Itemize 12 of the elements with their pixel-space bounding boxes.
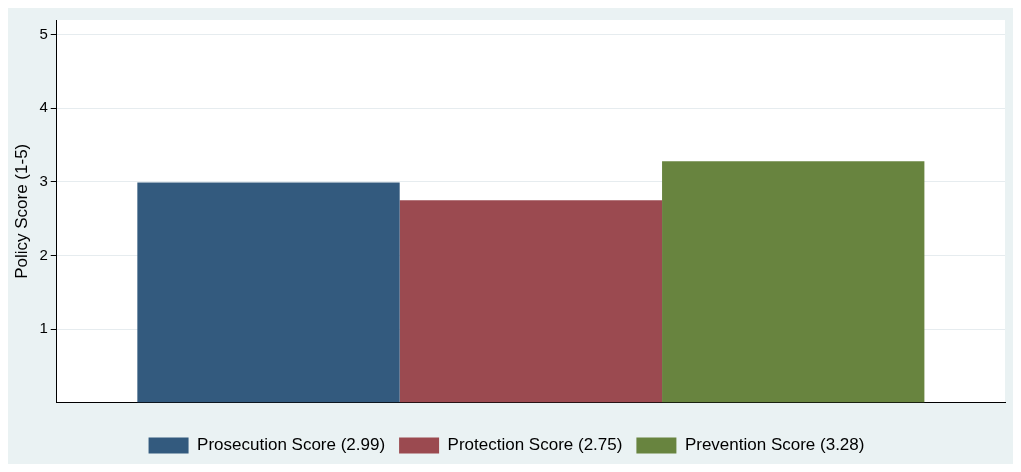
y-tick-label: 2: [39, 245, 48, 263]
y-tick-label: 1: [39, 319, 48, 337]
bar: [662, 161, 925, 403]
legend-label: Prosecution Score (2.99): [197, 435, 386, 455]
bar: [137, 182, 400, 403]
y-tick-label: 5: [39, 24, 48, 42]
y-tick-label: 4: [39, 98, 48, 116]
y-tick-label: 3: [39, 172, 48, 190]
bar: [399, 200, 663, 403]
y-axis-title: Policy Score (1-5): [11, 143, 31, 279]
legend-label: Prevention Score (3.28): [684, 435, 865, 455]
legend-label: Protection Score (2.75): [447, 435, 623, 455]
